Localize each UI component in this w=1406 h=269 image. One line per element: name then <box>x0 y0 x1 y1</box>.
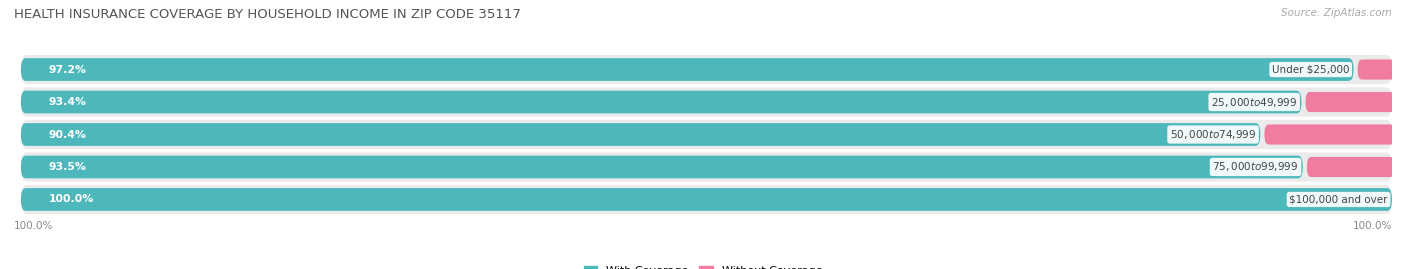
Text: HEALTH INSURANCE COVERAGE BY HOUSEHOLD INCOME IN ZIP CODE 35117: HEALTH INSURANCE COVERAGE BY HOUSEHOLD I… <box>14 8 522 21</box>
FancyBboxPatch shape <box>1358 59 1395 80</box>
Text: 90.4%: 90.4% <box>48 129 86 140</box>
Text: $75,000 to $99,999: $75,000 to $99,999 <box>1212 161 1299 174</box>
Text: Source: ZipAtlas.com: Source: ZipAtlas.com <box>1281 8 1392 18</box>
FancyBboxPatch shape <box>21 87 1392 117</box>
Text: 97.2%: 97.2% <box>48 65 86 75</box>
FancyBboxPatch shape <box>1308 157 1395 177</box>
FancyBboxPatch shape <box>21 58 1354 81</box>
Text: 100.0%: 100.0% <box>1353 221 1392 231</box>
FancyBboxPatch shape <box>21 91 1302 114</box>
Text: 100.0%: 100.0% <box>14 221 53 231</box>
FancyBboxPatch shape <box>21 185 1392 214</box>
FancyBboxPatch shape <box>21 123 1260 146</box>
Text: $25,000 to $49,999: $25,000 to $49,999 <box>1211 95 1298 108</box>
Text: Under $25,000: Under $25,000 <box>1272 65 1350 75</box>
Legend: With Coverage, Without Coverage: With Coverage, Without Coverage <box>579 261 827 269</box>
Text: 93.4%: 93.4% <box>48 97 86 107</box>
FancyBboxPatch shape <box>21 55 1392 84</box>
FancyBboxPatch shape <box>21 188 1392 211</box>
Text: $50,000 to $74,999: $50,000 to $74,999 <box>1170 128 1256 141</box>
Text: 100.0%: 100.0% <box>48 194 94 204</box>
FancyBboxPatch shape <box>21 155 1303 178</box>
FancyBboxPatch shape <box>21 152 1392 182</box>
FancyBboxPatch shape <box>1306 92 1395 112</box>
FancyBboxPatch shape <box>1264 125 1395 144</box>
Text: 93.5%: 93.5% <box>48 162 86 172</box>
Text: $100,000 and over: $100,000 and over <box>1289 194 1388 204</box>
FancyBboxPatch shape <box>21 120 1392 149</box>
